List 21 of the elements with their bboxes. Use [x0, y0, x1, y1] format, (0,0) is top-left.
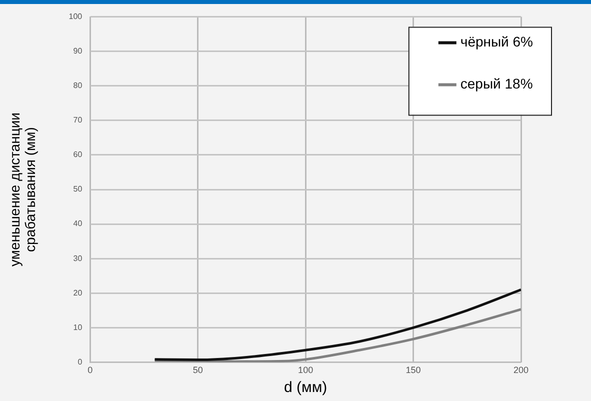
x-tick-label: 0: [88, 365, 93, 376]
x-axis-title: d (мм): [284, 379, 328, 396]
y-tick-label: 60: [73, 150, 83, 160]
y-tick-label: 0: [78, 357, 83, 366]
x-tick-label: 150: [406, 365, 421, 376]
legend-label: чёрный 6%: [460, 34, 534, 50]
y-tick-label: 100: [68, 12, 83, 22]
legend-label: серый 18%: [460, 76, 533, 92]
y-tick-label: 50: [73, 184, 83, 194]
y-tick-label: 80: [73, 81, 83, 90]
x-tick-label: 200: [513, 365, 529, 376]
x-tick-label: 50: [192, 365, 203, 376]
y-tick-label: 90: [73, 46, 83, 56]
y-tick-label: 20: [73, 288, 83, 298]
y-tick-label: 30: [73, 254, 83, 263]
x-tick-label: 100: [298, 365, 314, 376]
y-axis-title: уменьшение дистанции срабатывания (мм): [6, 112, 38, 266]
y-tick-label: 40: [73, 219, 83, 228]
y-tick-label: 10: [73, 322, 83, 332]
line-series: [154, 288, 521, 362]
y-tick-label: 70: [73, 116, 83, 125]
